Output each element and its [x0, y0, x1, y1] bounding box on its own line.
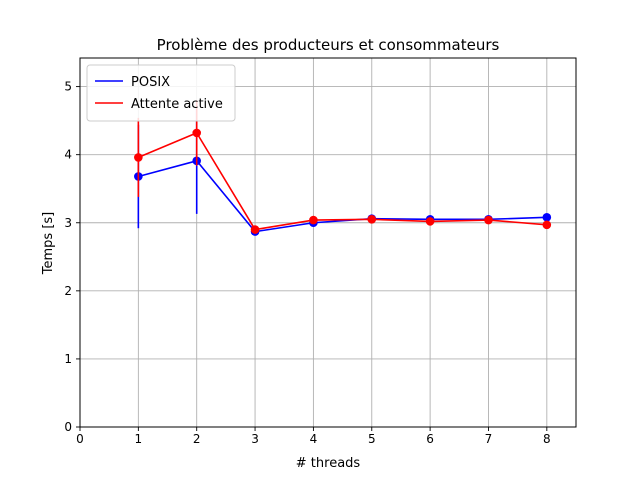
- x-tick-label: 1: [135, 432, 143, 446]
- x-tick-label: 2: [193, 432, 201, 446]
- y-tick-label: 1: [64, 352, 72, 366]
- y-tick-label: 2: [64, 284, 72, 298]
- series-layer: [134, 100, 552, 236]
- x-tick-label: 5: [368, 432, 376, 446]
- data-point: [192, 128, 202, 138]
- y-tick-label: 5: [64, 80, 72, 94]
- axis-ticks: 0 1 2 3 4 5 6 7 8 0 1 2 3 4 5: [64, 80, 550, 446]
- data-point: [309, 215, 318, 225]
- data-point: [425, 217, 435, 226]
- data-point: [484, 215, 493, 225]
- y-tick-label: 0: [64, 420, 72, 434]
- legend: POSIX Attente active: [86, 64, 236, 122]
- series-line: [138, 132, 547, 231]
- x-tick-label: 6: [426, 432, 434, 446]
- data-point: [250, 225, 260, 234]
- series-2: [134, 100, 552, 234]
- x-tick-label: 4: [310, 432, 318, 446]
- legend-label: POSIX: [131, 75, 170, 90]
- x-tick-label: 7: [485, 432, 493, 446]
- x-axis-label: # threads: [296, 456, 361, 471]
- y-axis-label: Temps [s]: [41, 212, 56, 275]
- x-tick-label: 3: [251, 432, 259, 446]
- chart-title: Problème des producteurs et consommateur…: [157, 36, 500, 54]
- series-line: [138, 160, 547, 233]
- plot-frame: [79, 57, 577, 428]
- legend-label: Attente active: [131, 97, 223, 112]
- y-tick-label: 4: [64, 148, 72, 162]
- data-point: [542, 220, 552, 230]
- data-point: [134, 153, 143, 162]
- y-tick-label: 3: [64, 216, 72, 230]
- x-tick-label: 0: [76, 432, 84, 446]
- x-tick-label: 8: [543, 432, 551, 446]
- legend-box: [86, 64, 236, 122]
- data-point: [542, 213, 552, 222]
- data-point: [367, 215, 377, 224]
